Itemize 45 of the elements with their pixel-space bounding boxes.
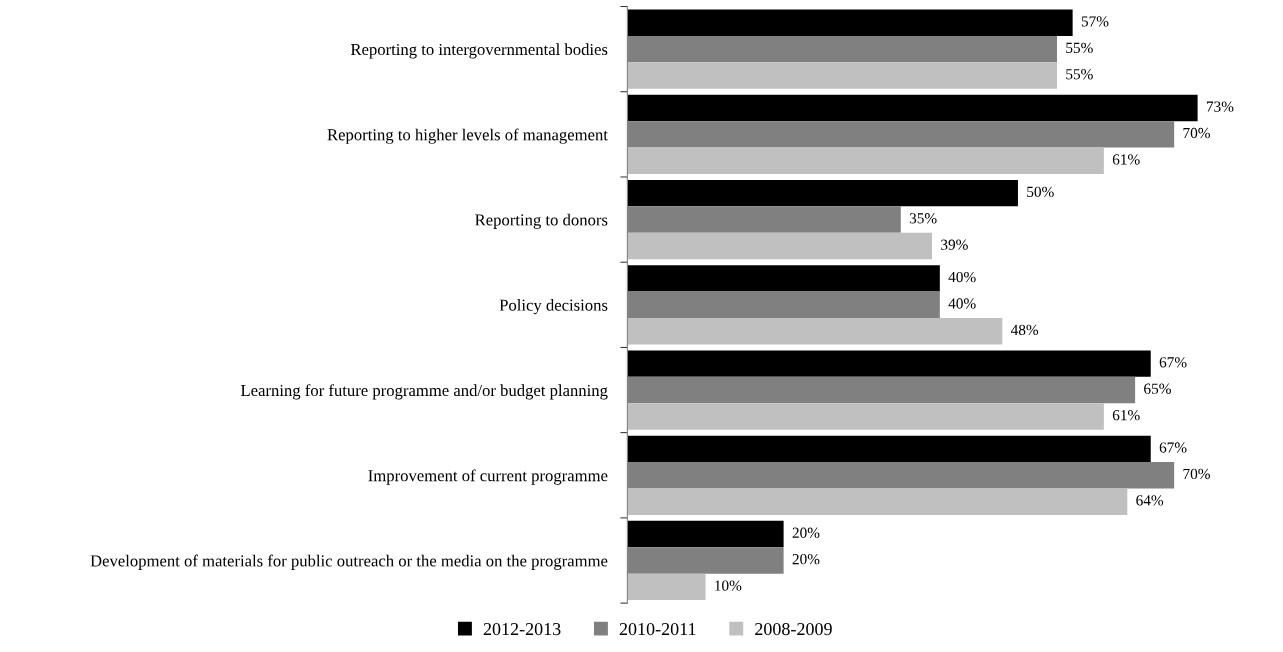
bar xyxy=(627,9,1073,36)
y-tick-label: Reporting to donors xyxy=(475,213,608,229)
data-label: 35% xyxy=(909,213,937,224)
bar xyxy=(627,488,1128,515)
data-label: 10% xyxy=(715,580,742,591)
bar xyxy=(627,232,933,260)
data-label: 64% xyxy=(1136,495,1164,506)
bar xyxy=(627,62,1058,89)
bar xyxy=(627,94,1198,122)
bar xyxy=(627,147,1104,174)
data-label: 73% xyxy=(1206,101,1234,112)
data-label: 40% xyxy=(948,298,976,309)
legend-label: 2008-2009 xyxy=(755,622,832,636)
bar xyxy=(627,318,1003,345)
y-tick-label: Policy decisions xyxy=(499,299,608,315)
data-label: 55% xyxy=(1066,69,1093,80)
data-label: 70% xyxy=(1183,468,1210,480)
y-tick-label: Learning for future programme and/or budget planning xyxy=(240,384,608,400)
y-tick-label: Improvement of current programme xyxy=(368,469,608,485)
data-label: 50% xyxy=(1027,186,1054,198)
bar xyxy=(627,350,1151,377)
legend-label: 2012-2013 xyxy=(483,622,561,636)
y-tick-label: Reporting to higher levels of management xyxy=(327,128,608,144)
bar xyxy=(627,435,1151,463)
bar xyxy=(627,403,1104,430)
data-label: 55% xyxy=(1066,42,1093,54)
data-label: 57% xyxy=(1081,16,1109,27)
y-tick-label: Development of materials for public outreach or the media on the programme xyxy=(90,554,608,570)
data-label: 67% xyxy=(1159,357,1187,368)
data-label: 61% xyxy=(1112,409,1140,421)
data-label: 39% xyxy=(941,239,968,250)
data-label: 48% xyxy=(1010,324,1039,336)
y-tick-label: Reporting to intergovernmental bodies xyxy=(350,43,608,59)
bar xyxy=(627,265,940,292)
data-label: 67% xyxy=(1159,442,1187,453)
data-label: 40% xyxy=(948,271,976,283)
data-label: 61% xyxy=(1112,154,1140,165)
data-label: 20% xyxy=(792,527,820,538)
bar xyxy=(627,573,706,601)
bar xyxy=(627,520,784,548)
data-label: 65% xyxy=(1144,383,1171,394)
data-label: 70% xyxy=(1183,127,1210,139)
data-label: 20% xyxy=(792,554,820,565)
legend-label: 2010-2011 xyxy=(619,622,696,636)
bar xyxy=(627,179,1018,207)
